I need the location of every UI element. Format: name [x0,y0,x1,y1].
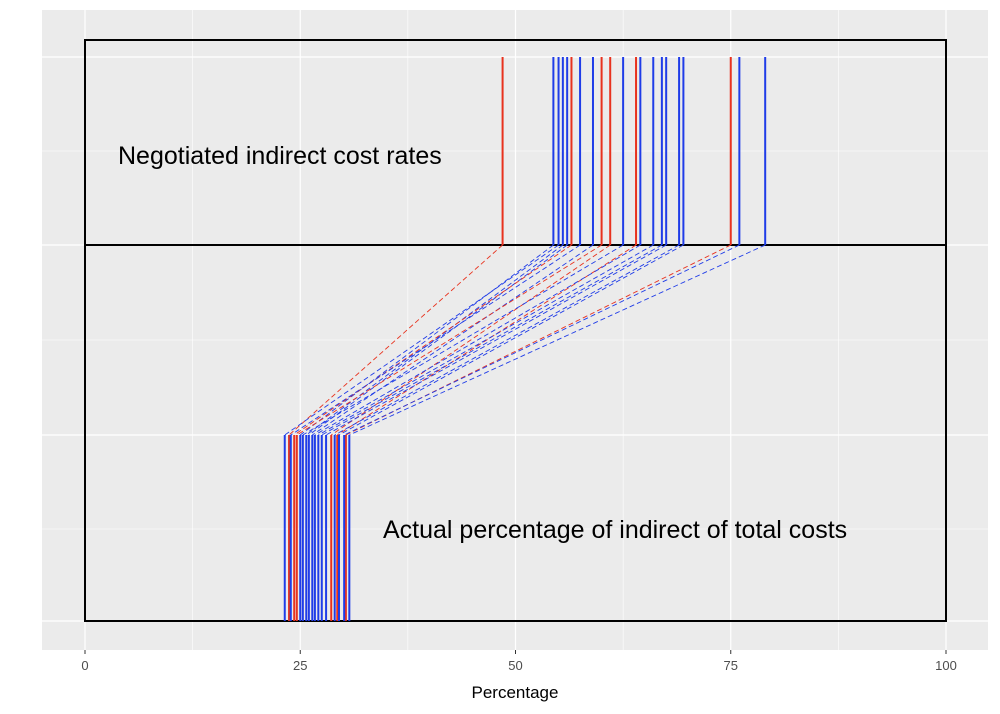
x-tick-label: 75 [724,658,738,673]
connector-line [334,244,680,436]
frames [84,39,947,622]
x-tick-label: 0 [81,658,88,673]
connector-line [337,244,637,436]
connector-line [318,244,654,436]
connector-line [296,244,602,436]
connector-line [314,244,641,436]
connector-line [293,244,572,436]
connector-line [290,244,581,436]
connector-line [325,244,667,436]
x-axis-label: Percentage [472,683,559,702]
x-tick-label: 50 [508,658,522,673]
connector-line [338,244,684,436]
connector-line [302,244,624,436]
x-tick-label: 25 [293,658,307,673]
connector-line [312,244,594,436]
connector-line [330,244,611,436]
negotiated-label: Negotiated indirect cost rates [118,142,442,170]
connector-line [349,244,766,436]
x-axis: 0 25 50 75 100 [81,650,957,673]
connector-line [299,244,554,436]
connector-line [343,244,740,436]
actual-label: Actual percentage of indirect of total c… [383,516,847,544]
connectors [284,244,766,436]
connector-line [308,244,568,436]
x-tick-label: 100 [935,658,957,673]
marks [283,57,767,621]
connector-line [321,244,663,436]
actual-box [84,244,947,622]
connector-line [306,244,564,436]
